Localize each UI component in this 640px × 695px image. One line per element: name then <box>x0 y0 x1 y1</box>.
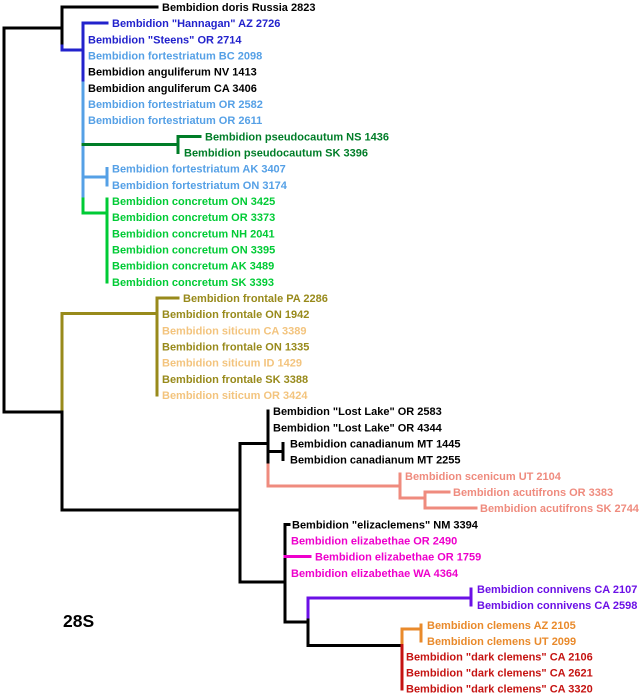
taxon-label: Bembidion elizabethae OR 2490 <box>291 536 457 548</box>
taxon-label: Bembidion siticum ID 1429 <box>162 358 302 370</box>
taxon-label: Bembidion frontale ON 1942 <box>162 309 309 321</box>
taxon-label: Bembidion elizabethae WA 4364 <box>291 568 459 580</box>
taxon-label: Bembidion canadianum MT 1445 <box>290 439 461 451</box>
taxon-label: Bembidion pseudocautum NS 1436 <box>205 131 389 143</box>
taxon-label: Bembidion anguliferum NV 1413 <box>88 67 257 79</box>
taxon-label: Bembidion "dark clemens" CA 2106 <box>406 652 593 664</box>
taxon-label: Bembidion scenicum UT 2104 <box>405 471 562 483</box>
taxon-label: Bembidion siticum CA 3389 <box>162 325 306 337</box>
taxon-label: Bembidion frontale ON 1335 <box>162 342 309 354</box>
taxon-label: Bembidion "dark clemens" CA 2621 <box>406 668 593 680</box>
taxon-label: Bembidion frontale PA 2286 <box>183 293 328 305</box>
taxon-label: Bembidion fortestriatum AK 3407 <box>112 164 286 176</box>
taxon-label: Bembidion concretum ON 3425 <box>112 196 275 208</box>
taxon-label: Bembidion fortestriatum ON 3174 <box>112 180 288 192</box>
taxon-label: Bembidion canadianum MT 2255 <box>290 455 461 467</box>
taxon-label: Bembidion clemens UT 2099 <box>427 636 576 648</box>
taxon-label: Bembidion clemens AZ 2105 <box>427 620 576 632</box>
taxon-label: Bembidion acutifrons OR 3383 <box>453 487 613 499</box>
taxon-label: Bembidion concretum OR 3373 <box>112 212 275 224</box>
taxon-label: Bembidion acutifrons SK 2744 <box>480 503 640 515</box>
taxon-label: Bembidion pseudocautum SK 3396 <box>184 148 368 160</box>
taxon-label: Bembidion fortestriatum BC 2098 <box>88 51 262 63</box>
taxon-label: Bembidion connivens CA 2107 <box>477 584 637 596</box>
taxon-label: Bembidion connivens CA 2598 <box>477 600 637 612</box>
gene-label: 28S <box>63 611 95 631</box>
taxon-label: Bembidion "elizaclemens" NM 3394 <box>292 519 479 531</box>
taxon-label: Bembidion concretum ON 3395 <box>112 245 275 257</box>
taxon-label: Bembidion frontale SK 3388 <box>162 374 308 386</box>
taxon-label: Bembidion "Steens" OR 2714 <box>88 34 242 46</box>
taxon-label: Bembidion elizabethae OR 1759 <box>315 552 481 564</box>
taxon-label: Bembidion "dark clemens" CA 3320 <box>406 684 593 695</box>
taxon-label: Bembidion anguliferum CA 3406 <box>88 83 257 95</box>
taxon-label: Bembidion doris Russia 2823 <box>162 2 315 14</box>
taxon-label: Bembidion "Lost Lake" OR 2583 <box>273 406 442 418</box>
taxon-label: Bembidion concretum AK 3489 <box>112 261 274 273</box>
taxon-label: Bembidion fortestriatum OR 2582 <box>88 99 263 111</box>
taxon-label: Bembidion "Lost Lake" OR 4344 <box>273 422 443 434</box>
taxon-label: Bembidion concretum SK 3393 <box>112 277 274 289</box>
taxon-label: Bembidion concretum NH 2041 <box>112 228 275 240</box>
taxon-label: Bembidion siticum OR 3424 <box>162 390 308 402</box>
taxon-label: Bembidion fortestriatum OR 2611 <box>88 115 262 127</box>
taxon-label: Bembidion "Hannagan" AZ 2726 <box>112 18 280 30</box>
